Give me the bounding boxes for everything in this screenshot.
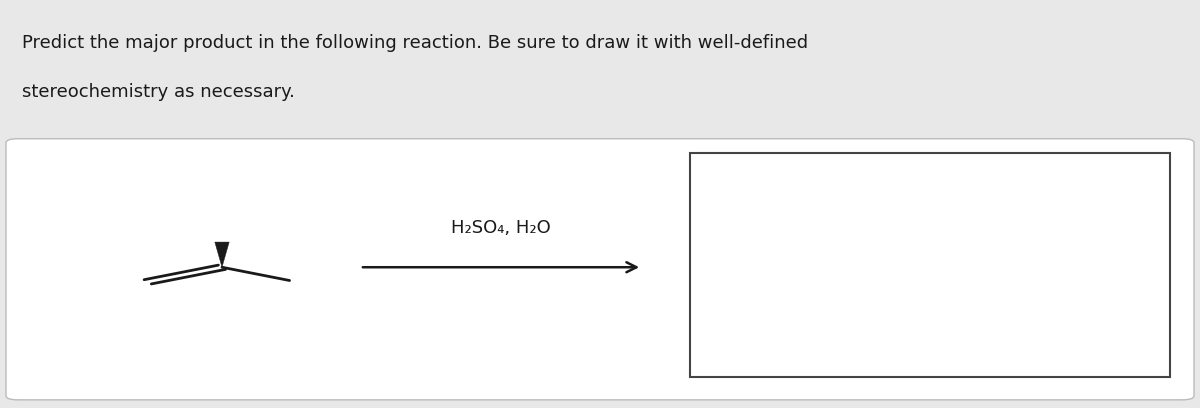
Bar bbox=[690, 153, 1170, 377]
Text: H₂SO₄, H₂O: H₂SO₄, H₂O bbox=[451, 219, 551, 237]
Text: stereochemistry as necessary.: stereochemistry as necessary. bbox=[22, 83, 294, 101]
Polygon shape bbox=[215, 242, 229, 267]
FancyBboxPatch shape bbox=[6, 139, 1194, 400]
Text: Predict the major product in the following reaction. Be sure to draw it with wel: Predict the major product in the followi… bbox=[22, 34, 808, 52]
